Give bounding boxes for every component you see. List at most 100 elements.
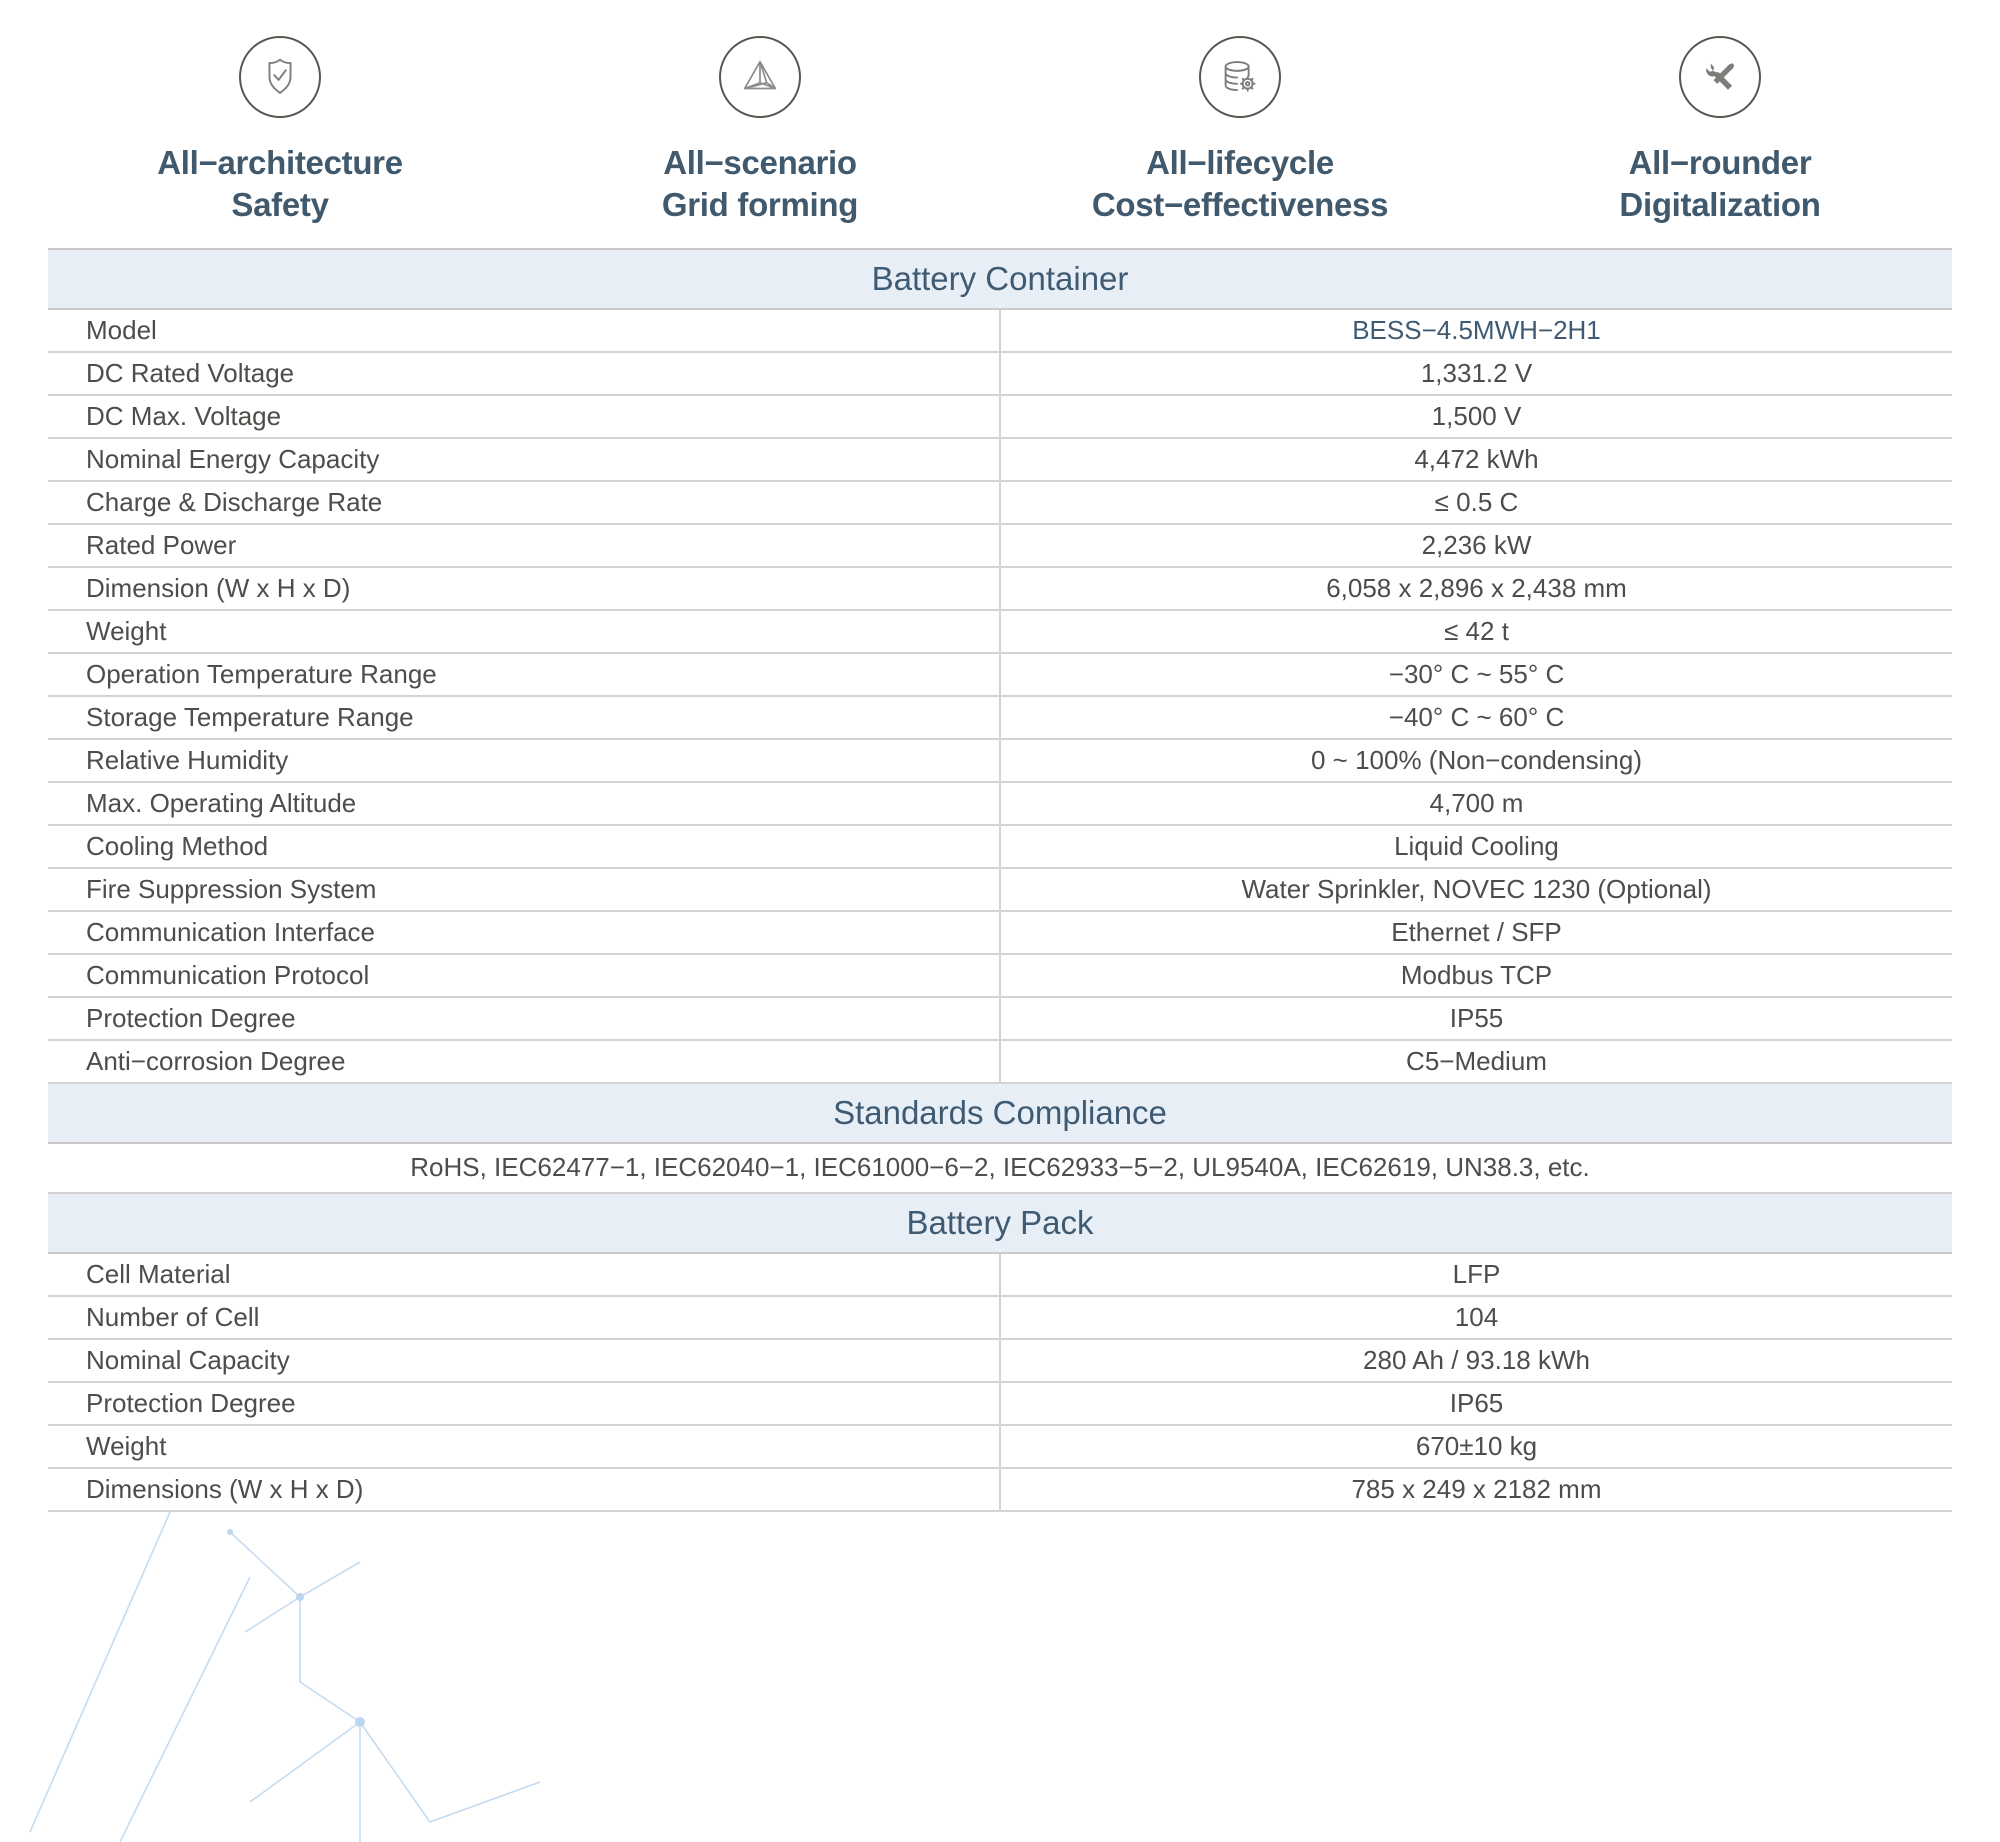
feature-title: All−rounder Digitalization — [1619, 144, 1821, 223]
section-title: Battery Container — [48, 247, 1952, 310]
feature-item-all-architecture-safety: All−architecture Safety — [40, 36, 520, 226]
spec-label: Model — [48, 308, 1001, 353]
table-row: Fire Suppression System Water Sprinkler, … — [48, 867, 1952, 912]
spec-value: ≤ 42 t — [1000, 609, 1952, 654]
spec-value: 4,700 m — [1000, 781, 1952, 826]
spec-value: C5−Medium — [1000, 1039, 1952, 1084]
feature-item-all-scenario-grid-forming: All−scenario Grid forming — [520, 36, 1000, 226]
spec-label: DC Max. Voltage — [48, 394, 1001, 439]
section-header-battery-pack: Battery Pack — [48, 1191, 1952, 1254]
table-row: Nominal Energy Capacity 4,472 kWh — [48, 437, 1952, 482]
spec-value: 1,500 V — [1000, 394, 1952, 439]
table-row: Dimensions (W x H x D) 785 x 249 x 2182 m… — [48, 1467, 1952, 1512]
shield-check-icon — [268, 58, 292, 94]
spec-value: −30° C ~ 55° C — [1000, 652, 1952, 697]
spec-value: −40° C ~ 60° C — [1000, 695, 1952, 740]
spec-label: Weight — [48, 609, 1001, 654]
spec-label: Storage Temperature Range — [48, 695, 1001, 740]
spec-value: IP65 — [1000, 1381, 1952, 1426]
spec-value: ≤ 0.5 C — [1000, 480, 1952, 525]
table-row: Communication Interface Ethernet / SFP — [48, 910, 1952, 955]
spec-label: Protection Degree — [48, 1381, 1001, 1426]
spec-label: Protection Degree — [48, 996, 1001, 1041]
spec-value: 0 ~ 100% (Non−condensing) — [1000, 738, 1952, 783]
table-row: Charge & Discharge Rate ≤ 0.5 C — [48, 480, 1952, 525]
spec-label: Communication Protocol — [48, 953, 1001, 998]
spec-value: Modbus TCP — [1000, 953, 1952, 998]
spec-label: Dimension (W x H x D) — [48, 566, 1001, 611]
feature-icon-ring — [239, 36, 321, 118]
table-row: Protection Degree IP55 — [48, 996, 1952, 1041]
spec-value: Ethernet / SFP — [1000, 910, 1952, 955]
spec-value: 6,058 x 2,896 x 2,438 mm — [1000, 566, 1952, 611]
standards-list: RoHS, IEC62477−1, IEC62040−1, IEC61000−6… — [48, 1142, 1952, 1194]
spec-label: DC Rated Voltage — [48, 351, 1001, 396]
section-title: Standards Compliance — [48, 1081, 1952, 1144]
spec-label: Dimensions (W x H x D) — [48, 1467, 1001, 1512]
table-row: Weight 670±10 kg — [48, 1424, 1952, 1469]
spec-label: Nominal Energy Capacity — [48, 437, 1001, 482]
spec-label: Nominal Capacity — [48, 1338, 1001, 1383]
decorative-network-graphic — [29, 1511, 541, 1842]
table-row: Cell Material LFP — [48, 1252, 1952, 1297]
spec-label: Number of Cell — [48, 1295, 1001, 1340]
database-gear-icon — [1224, 61, 1256, 92]
table-row: Anti−corrosion Degree C5−Medium — [48, 1039, 1952, 1084]
spec-label: Fire Suppression System — [48, 867, 1001, 912]
table-row-standards: RoHS, IEC62477−1, IEC62040−1, IEC61000−6… — [48, 1142, 1952, 1194]
pyramid-wireframe-icon — [743, 60, 777, 90]
spec-label: Weight — [48, 1424, 1001, 1469]
tools-wrench-screwdriver-icon — [1706, 63, 1735, 90]
table-row: Max. Operating Altitude 4,700 m — [48, 781, 1952, 826]
spec-value: 670±10 kg — [1000, 1424, 1952, 1469]
table-row: DC Rated Voltage 1,331.2 V — [48, 351, 1952, 396]
spec-value: 785 x 249 x 2182 mm — [1000, 1467, 1952, 1512]
section-header-standards-compliance: Standards Compliance — [48, 1081, 1952, 1144]
table-row: Number of Cell 104 — [48, 1295, 1952, 1340]
spec-value: 4,472 kWh — [1000, 437, 1952, 482]
spec-value: 280 Ah / 93.18 kWh — [1000, 1338, 1952, 1383]
spec-value: Water Sprinkler, NOVEC 1230 (Optional) — [1000, 867, 1952, 912]
feature-icon-ring — [1199, 36, 1281, 118]
table-row: Cooling Method Liquid Cooling — [48, 824, 1952, 869]
spec-label: Relative Humidity — [48, 738, 1001, 783]
table-row: Storage Temperature Range −40° C ~ 60° C — [48, 695, 1952, 740]
section-title: Battery Pack — [48, 1191, 1952, 1254]
table-row: Communication Protocol Modbus TCP — [48, 953, 1952, 998]
specifications-table: Battery Container Model BESS−4.5MWH−2H1 D… — [48, 247, 1952, 1512]
spec-value: 1,331.2 V — [1000, 351, 1952, 396]
feature-title: All−lifecycle Cost−effectiveness — [1091, 144, 1389, 223]
spec-value: Liquid Cooling — [1000, 824, 1952, 869]
spec-value: LFP — [1000, 1252, 1952, 1297]
spec-label: Operation Temperature Range — [48, 652, 1001, 697]
table-row: Operation Temperature Range −30° C ~ 55° … — [48, 652, 1952, 697]
spec-value: BESS−4.5MWH−2H1 — [1000, 308, 1952, 353]
spec-label: Anti−corrosion Degree — [48, 1039, 1001, 1084]
spec-label: Max. Operating Altitude — [48, 781, 1001, 826]
feature-title: All−architecture Safety — [157, 144, 403, 223]
spec-label: Rated Power — [48, 523, 1001, 568]
section-header-battery-container: Battery Container — [48, 247, 1952, 310]
table-row: Rated Power 2,236 kW — [48, 523, 1952, 568]
table-row: Nominal Capacity 280 Ah / 93.18 kWh — [48, 1338, 1952, 1383]
feature-item-all-rounder-digitalization: All−rounder Digitalization — [1480, 36, 1960, 226]
spec-value: 104 — [1000, 1295, 1952, 1340]
feature-icon-ring — [1679, 36, 1761, 118]
spec-label: Charge & Discharge Rate — [48, 480, 1001, 525]
spec-value: IP55 — [1000, 996, 1952, 1041]
table-row: Dimension (W x H x D) 6,058 x 2,896 x 2,4… — [48, 566, 1952, 611]
table-row: Relative Humidity 0 ~ 100% (Non−condensin… — [48, 738, 1952, 783]
spec-label: Communication Interface — [48, 910, 1001, 955]
feature-item-all-lifecycle-cost-effectiveness: All−lifecycle Cost−effectiveness — [1000, 36, 1480, 226]
spec-value: 2,236 kW — [1000, 523, 1952, 568]
spec-label: Cooling Method — [48, 824, 1001, 869]
feature-title: All−scenario Grid forming — [661, 144, 859, 223]
table-row: Model BESS−4.5MWH−2H1 — [48, 308, 1952, 353]
table-row: Weight ≤ 42 t — [48, 609, 1952, 654]
table-row: Protection Degree IP65 — [48, 1381, 1952, 1426]
spec-table-container: Battery Container Model BESS−4.5MWH−2H1 D… — [0, 247, 2000, 1512]
feature-strip: All−architecture Safety All−scenario Gri… — [0, 0, 2000, 226]
spec-table-body: Battery Container Model BESS−4.5MWH−2H1 D… — [48, 247, 1952, 1512]
spec-label: Cell Material — [48, 1252, 1001, 1297]
feature-icon-ring — [719, 36, 801, 118]
